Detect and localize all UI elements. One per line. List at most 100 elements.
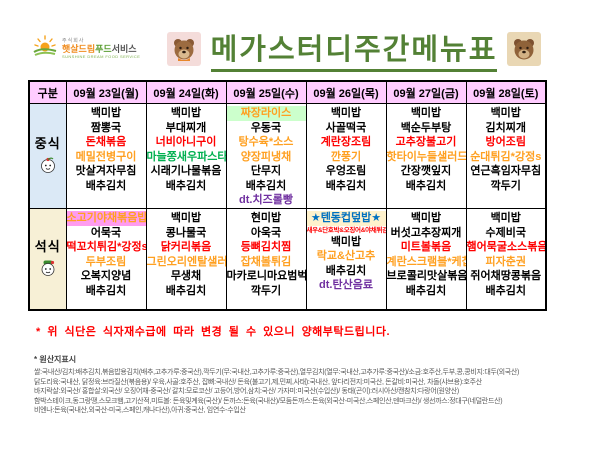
menu-item: 브로콜리맛살볶음 (386, 270, 466, 282)
menu-item: 탕수육*소스 (238, 136, 294, 148)
menu-item: 너비아니구이 (155, 136, 217, 148)
menu-item: 백미밥 (170, 212, 202, 224)
lunch-mascot-icon (30, 156, 66, 179)
menu-item: 백미밥 (490, 212, 521, 224)
menu-item: 백순두부탕 (400, 121, 452, 134)
menu-item: 계란장조림 (320, 136, 372, 148)
menu-cell: 백미밥 짬뽕국 돈채볶음 메밀전병구이 맛살겨자무침 배추김치 (65, 103, 147, 209)
menu-item: 콩나물국 (165, 226, 207, 239)
menu-item: 깍두기 (250, 284, 282, 297)
menu-item: 수제비국 (485, 226, 526, 239)
menu-item: 맛살겨자무침 (75, 165, 137, 177)
menu-item: 핫타이누들샐러드 (386, 150, 466, 163)
lunch-row: 중식 백미밥 짬뽕국 돈채볶음 메밀전병구이 맛살겨자무침 배추김치 백미밥 부대찌개 너비아니구… (28, 103, 547, 209)
menu-cell: 백미밥 김치찌개 방어조림 순대튀김*강정s 연근흑임자무침 깍두기 (465, 103, 547, 209)
bear-icon (166, 32, 201, 66)
menu-item: 고추장불고기 (395, 136, 457, 148)
menu-cell: 백미밥 부대찌개 너비아니구이 마늘쫑새우파스타 시래기나물볶음 배추김치 (145, 103, 227, 209)
menu-item: dt.탄산음료 (319, 279, 373, 291)
menu-item: 배추김치 (325, 264, 367, 277)
menu-item: 쥐어채땅콩볶음 (470, 270, 542, 282)
bear-icon (507, 32, 542, 66)
menu-item: 돈채볶음 (85, 136, 127, 148)
menu-item: 간장깻잎지 (400, 165, 452, 177)
menu-item: 배추김치 (325, 179, 367, 192)
menu-item: 배추김치 (165, 284, 207, 297)
menu-item: 연근흑임자무침 (470, 165, 542, 177)
menu-item: 떡꼬치튀김*강정s (66, 241, 146, 253)
menu-item: 미트볼볶음 (400, 241, 452, 253)
menu-item: 배추김치 (85, 179, 127, 192)
corner-header-cell: 구분 (28, 80, 67, 104)
company-logo: 주식회사 햇살드림푸드서비스 SUNSHINE DREAM FOOD SERVI… (32, 34, 152, 65)
menu-item: 햄어묵굴소스볶음 (466, 241, 546, 253)
menu-item: 우동국 (250, 121, 282, 134)
menu-item: 백미밥 (330, 107, 362, 119)
menu-item: dt.치즈롤빵 (239, 194, 293, 206)
menu-item: 소고기야채볶음밥 (66, 211, 146, 226)
menu-item: 어묵국 (90, 226, 122, 239)
menu-item: 마늘쫑새우파스타 (146, 150, 226, 163)
menu-item: 락교&산고추 (316, 250, 376, 262)
menu-item: 그린오리엔탈샐러드 (146, 255, 226, 268)
menu-cell: 백미밥 버섯고추장찌개 미트볼볶음 계란스크램블*케찹 브로콜리맛살볶음 배추김치 (385, 208, 467, 311)
date-header-cell: 09월 23일(월) (65, 80, 147, 104)
menu-item: 우엉조림 (325, 165, 367, 177)
menu-item: 백미밥 (410, 107, 442, 119)
menu-item: 깍두기 (490, 179, 521, 192)
meal-label: 중식 (34, 136, 61, 151)
menu-item: 아욱국 (250, 226, 282, 239)
menu-cell: 짜장라이스 우동국 탕수육*소스 양장피냉채 단무지 배추김치 dt.치즈롤빵 (225, 103, 307, 209)
menu-item: 배추김치 (485, 284, 526, 297)
menu-cell: ★텐동컵덮밥★ 새우&단호박&오징어&야채튀김 백미밥 락교&산고추 배추김치 dt.탄산… (305, 208, 387, 311)
page-header: 주식회사 햇살드림푸드서비스 SUNSHINE DREAM FOOD SERVI… (32, 26, 590, 72)
menu-table-body: 중식 백미밥 짬뽕국 돈채볶음 메밀전병구이 맛살겨자무침 배추김치 백미밥 부대찌개 너비아니구… (28, 103, 547, 311)
menu-cell: 현미밥 아욱국 등뼈김치찜 잡채볼튀김 마카로니마요범벅 깍두기 (225, 208, 307, 311)
sunshine-logo-icon (32, 34, 58, 65)
date-header-cell: 09월 27일(금) (385, 80, 467, 104)
origin-info-section: * 원산지표시 쌀:국내산/김치:배추김치,볶음밥용김치(배추,고추가루:중국산… (34, 354, 600, 416)
weekly-menu-table: 구분 09월 23일(월) 09월 24일(화) 09월 25일(수) 09월 26일(… (28, 80, 547, 311)
company-name-block: 주식회사 햇살드림푸드서비스 SUNSHINE DREAM FOOD SERVI… (62, 39, 140, 59)
company-type-label: 주식회사 (62, 38, 85, 44)
dinner-mascot-icon (30, 259, 66, 282)
menu-item: 등뼈김치찜 (240, 241, 292, 253)
menu-item: 새우&단호박&오징어&야채튀김 (306, 226, 386, 234)
menu-item: 무생채 (170, 270, 202, 282)
menu-item: 깐풍기 (330, 150, 362, 163)
dinner-row-label: 석식 (28, 208, 67, 311)
menu-item: 두부조림 (85, 255, 127, 268)
menu-item: 배추김치 (405, 179, 447, 192)
menu-item: 닭커리볶음 (160, 241, 212, 253)
menu-cell: 백미밥콩나물국닭커리볶음그린오리엔탈샐러드무생채배추김치 (145, 208, 227, 311)
menu-item: 배추김치 (165, 179, 207, 192)
date-header-cell: 09월 26일(목) (305, 80, 387, 104)
company-name: 햇살드림푸드서비스 (62, 44, 137, 54)
menu-item: 현미밥 (250, 212, 282, 224)
origin-heading: * 원산지표시 (34, 355, 77, 364)
page-title: 메가스터디주간메뉴표 (210, 26, 498, 72)
date-header-row: 구분 09월 23일(월) 09월 24일(화) 09월 25일(수) 09월 26일(… (28, 80, 547, 104)
origin-lines: 쌀:국내산/김치:배추김치,볶음밥용김치(배추,고추가루:중국산),깍두기(무:… (34, 368, 600, 416)
menu-item: 김치찌개 (485, 121, 526, 134)
date-header-cell: 09월 28일(토) (465, 80, 547, 104)
menu-item: 백미밥 (410, 212, 442, 224)
menu-item: 백미밥 (170, 107, 202, 119)
meal-label: 석식 (34, 239, 61, 254)
menu-item: 오복지양념 (80, 270, 132, 282)
menu-item: 계란스크램블*케찹 (386, 255, 466, 268)
origin-line: 비엔나:돈육(국내산,외국산-미국,스페인,캐나다산),아귀:중국산, 임연수-… (34, 407, 246, 415)
company-name-english: SUNSHINE DREAM FOOD SERVICE (62, 54, 141, 59)
origin-line: 함박스테이크,동그랑땡,스모크햄,고기산적,미트볼: 돈육및계육(국산)/ 돈까… (34, 397, 503, 405)
menu-item: 백미밥 (90, 107, 122, 119)
menu-item: 단무지 (250, 165, 282, 177)
menu-item: 피자춘권 (485, 255, 526, 268)
origin-line: 쌀:국내산/김치:배추김치,볶음밥용김치(배추,고추가루:중국산),깍두기(무:… (34, 369, 520, 376)
date-header-cell: 09월 24일(화) (145, 80, 227, 104)
menu-item: 백미밥 (330, 235, 362, 248)
menu-change-notice: * 위 식단은 식자재수급에 따라 변경 될 수 있으니 양해부탁드립니다. (36, 326, 391, 338)
menu-cell: 소고기야채볶음밥 어묵국 떡꼬치튀김*강정s 두부조림 오복지양념 배추김치 (65, 208, 147, 311)
menu-item: 짬뽕국 (90, 121, 122, 134)
menu-item: 사골떡국 (325, 121, 367, 134)
